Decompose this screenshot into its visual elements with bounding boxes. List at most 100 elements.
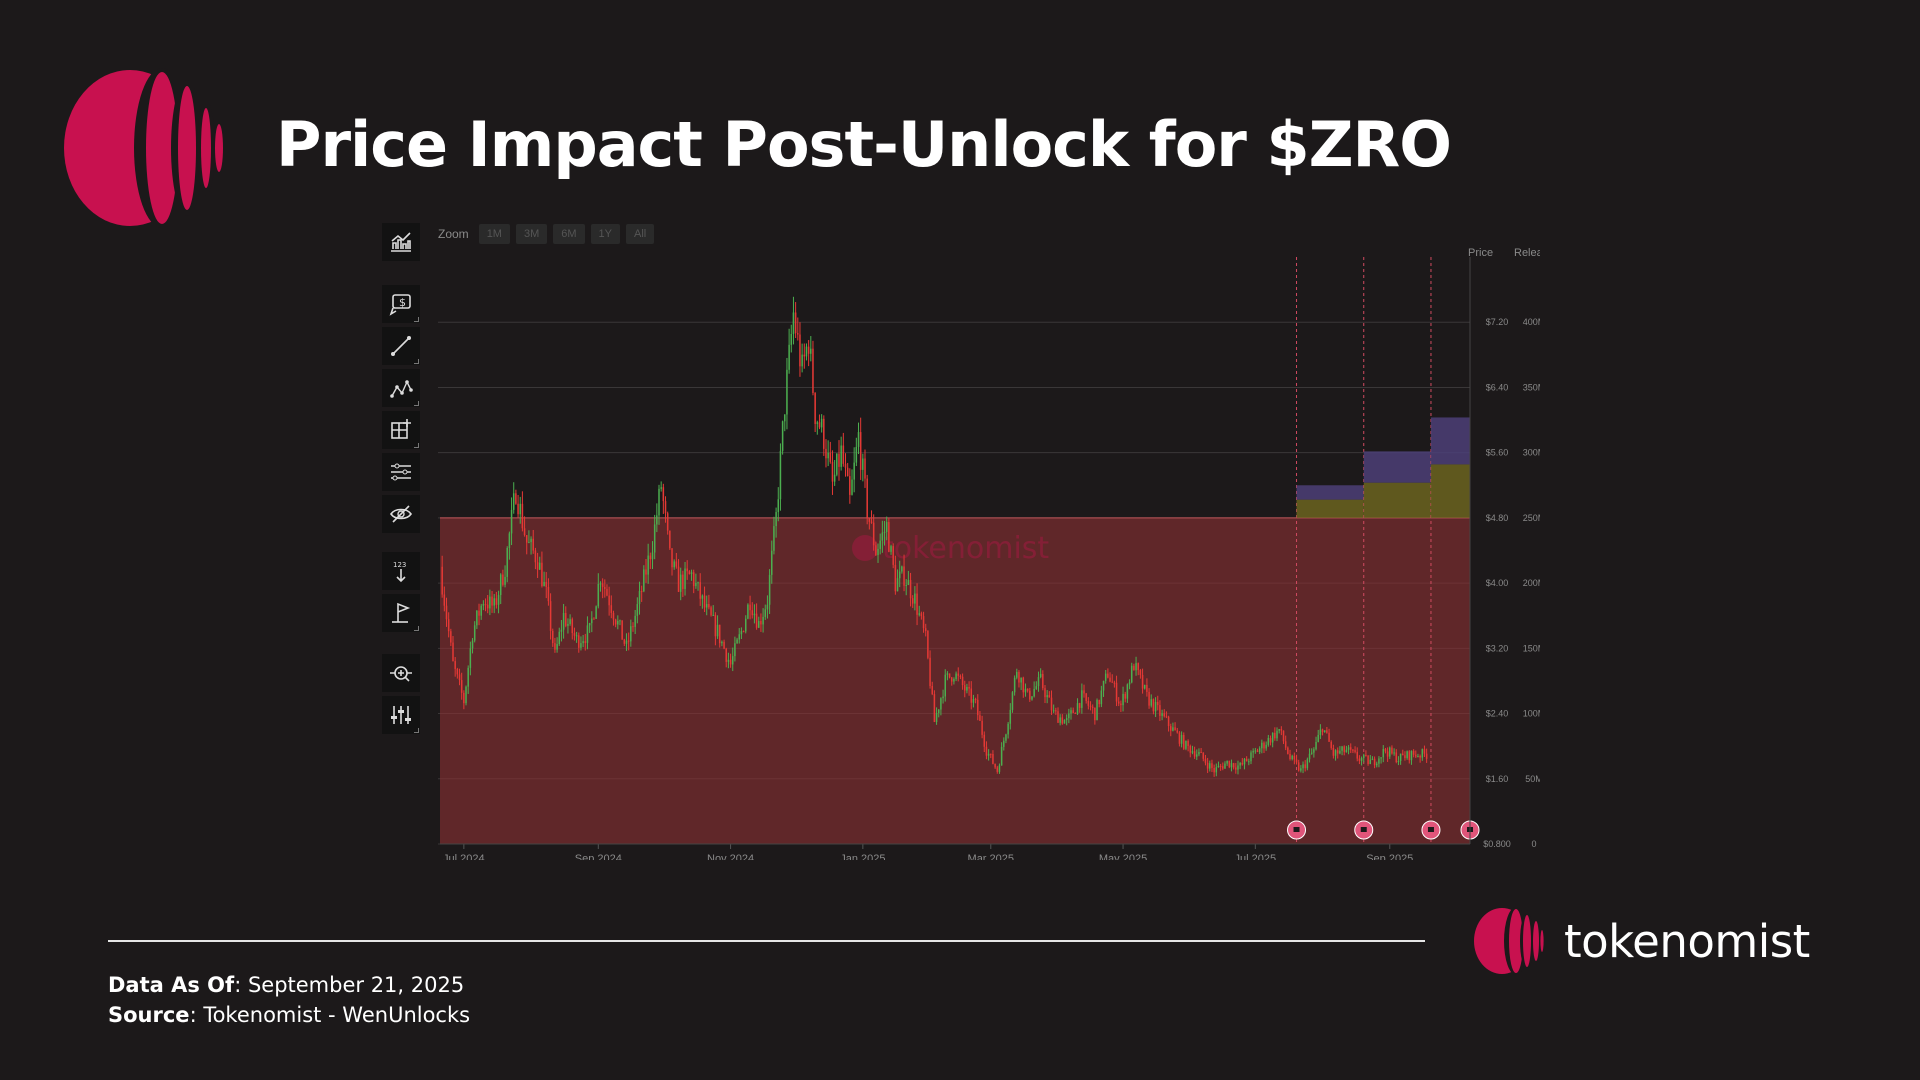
candle <box>567 618 569 634</box>
candle <box>632 622 634 632</box>
candle <box>1425 748 1428 763</box>
candle-body <box>731 656 734 665</box>
candle-body <box>538 562 541 570</box>
candle-body <box>1196 754 1198 757</box>
candle-body <box>686 568 688 572</box>
candle-body <box>903 566 905 586</box>
candle <box>1078 702 1081 713</box>
zoom-1y-button[interactable]: 1Y <box>590 224 620 244</box>
candle <box>1198 748 1200 757</box>
zoom-all-button[interactable]: All <box>626 224 655 244</box>
candle-body <box>868 518 871 522</box>
candle <box>1102 680 1105 697</box>
candle <box>1094 707 1096 725</box>
candle <box>846 462 849 477</box>
candle-body <box>894 564 897 592</box>
candle-body <box>1009 709 1012 724</box>
released-tick-label: 0 <box>1531 839 1536 849</box>
candle <box>790 324 793 353</box>
number-label-icon[interactable]: 123 <box>382 552 420 590</box>
candle <box>712 605 714 616</box>
candle <box>1083 684 1085 698</box>
hide-icon[interactable] <box>382 495 420 533</box>
candle-body <box>1425 753 1428 759</box>
candle <box>862 453 864 482</box>
candle-body <box>1159 705 1161 716</box>
candle <box>458 668 461 686</box>
candle <box>1128 679 1131 690</box>
candle-body <box>849 476 851 495</box>
candle <box>447 612 450 638</box>
candle-body <box>1389 747 1391 757</box>
candle <box>679 567 682 601</box>
candle-body <box>1276 730 1278 739</box>
candle <box>1091 704 1094 714</box>
zoom-icon[interactable] <box>382 654 420 692</box>
candle-body <box>458 674 461 681</box>
candle <box>1278 729 1280 734</box>
candle-body <box>512 493 515 510</box>
candle <box>1323 730 1326 733</box>
candle-body <box>799 334 801 367</box>
zoom-3m-button[interactable]: 3M <box>515 224 548 244</box>
price-annotation-icon[interactable]: $ <box>382 285 420 323</box>
candle <box>1402 749 1404 756</box>
candle-body <box>666 513 669 531</box>
candle <box>1152 698 1155 715</box>
candle <box>1373 756 1376 769</box>
candle-body <box>595 606 597 619</box>
candle <box>781 420 784 455</box>
candle-body <box>1107 673 1109 678</box>
candle-body <box>708 604 710 608</box>
candle <box>465 685 467 706</box>
candle-body <box>1024 688 1027 693</box>
price-tick-label: $5.60 <box>1486 448 1509 458</box>
flag-icon[interactable] <box>382 594 420 632</box>
unlock-bar <box>1363 451 1431 483</box>
candle-body <box>591 618 593 624</box>
candle-body <box>885 522 888 532</box>
candle <box>545 572 548 599</box>
chart-type-icon[interactable] <box>382 223 420 261</box>
measure-tool-icon[interactable] <box>382 411 420 449</box>
candle <box>857 422 860 455</box>
source-label: Source <box>108 1003 190 1027</box>
candle <box>1235 763 1237 774</box>
candle-body <box>766 604 769 610</box>
indicator-lines-icon[interactable] <box>382 453 420 491</box>
candle-body <box>1310 752 1313 754</box>
candle <box>909 572 912 607</box>
candle <box>660 481 662 492</box>
candle-body <box>1228 760 1231 768</box>
candle-body <box>1293 755 1296 760</box>
candle-body <box>1172 727 1174 731</box>
pattern-tool-icon[interactable] <box>382 369 420 407</box>
candle-body <box>1284 741 1287 748</box>
candle <box>1035 681 1038 690</box>
candle <box>1300 765 1302 773</box>
candle <box>1395 749 1398 764</box>
zoom-6m-button[interactable]: 6M <box>553 224 585 244</box>
line-tool-icon[interactable] <box>382 327 420 365</box>
adjust-icon[interactable] <box>382 696 420 734</box>
candle <box>512 482 515 514</box>
candle-body <box>1083 690 1085 694</box>
candle-body <box>1039 673 1042 678</box>
candle <box>1222 762 1224 771</box>
candle <box>1360 756 1363 766</box>
unlock-bar <box>1363 482 1431 518</box>
candle-body <box>890 546 892 552</box>
candle-body <box>979 715 981 721</box>
candle-body <box>695 582 697 587</box>
candle-body <box>1297 762 1300 771</box>
candle-body <box>1304 764 1306 769</box>
candle <box>766 595 769 619</box>
zoom-1m-button[interactable]: 1M <box>478 224 510 244</box>
candle-body <box>762 616 764 625</box>
candle <box>653 514 656 560</box>
candle-body <box>1091 706 1094 708</box>
candle <box>879 533 881 555</box>
candle-body <box>888 522 890 552</box>
candle-body <box>1154 701 1157 712</box>
price-unlock-chart[interactable]: $0.800 $1.60 $2.40 $3.20 $4.00 $4.80 $5.60 $6.4… <box>420 240 1540 860</box>
